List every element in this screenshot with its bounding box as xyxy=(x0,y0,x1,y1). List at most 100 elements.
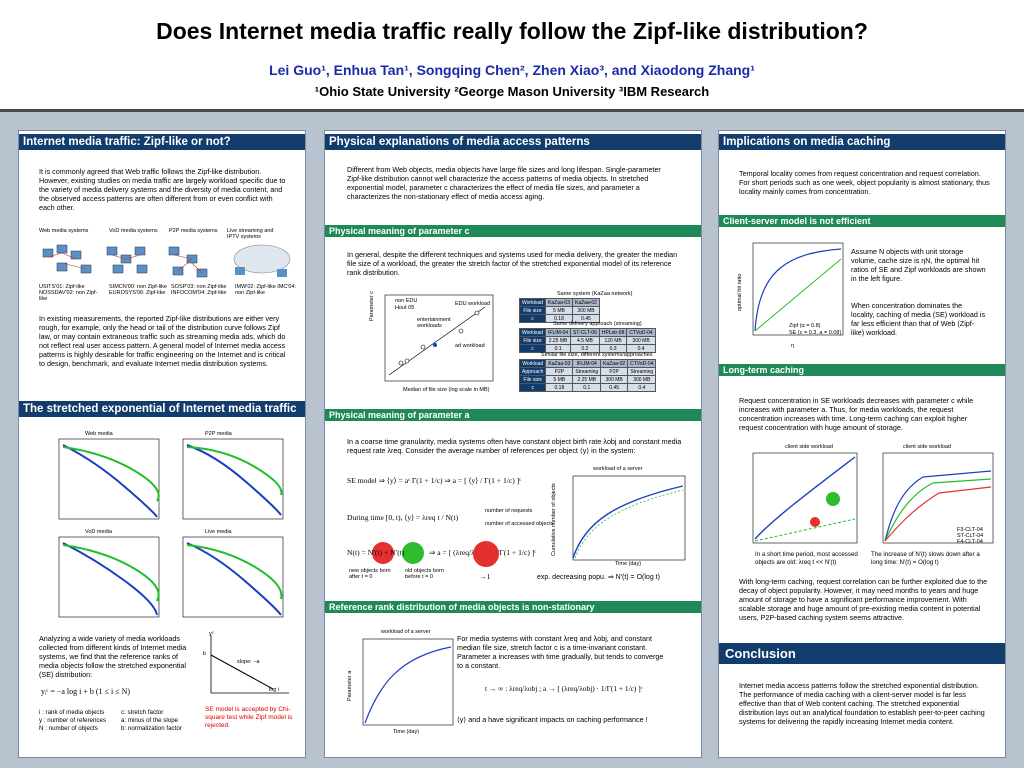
table-row-header: File size xyxy=(518,375,547,384)
t-infinity-formula: t → ∞ : λreq/λobj ; a → [ (λreq/λobj) · … xyxy=(485,684,643,693)
table-cell: 0.1 xyxy=(572,383,602,392)
fig-label-web: Web media systems xyxy=(39,228,89,234)
nt-circles xyxy=(372,542,424,564)
subsection-parameter-a: Physical meaning of parameter a xyxy=(325,409,701,421)
plot-right-legend-f3: F3-CLT-04 xyxy=(957,527,983,533)
table-row: File size 2.25 MB 4.5 MB 120 MB 300 MB xyxy=(518,336,656,345)
legend-normalization: b: normalization factor xyxy=(121,725,182,732)
section-title-implications: Implications on media caching xyxy=(719,134,1005,150)
slope-label: slope: −a xyxy=(237,659,260,665)
column-middle: Physical explanations of media access pa… xyxy=(324,130,702,758)
table-row-header: c xyxy=(518,344,547,353)
hit-chart-ylabel: optimal hit ratio xyxy=(737,273,743,311)
section-title-conclusion: Conclusion xyxy=(719,643,1005,664)
table-cell: 5 MB xyxy=(545,306,573,315)
c-chart-ylabel: Parameter c xyxy=(369,291,375,321)
table-row-header: File size xyxy=(518,336,547,345)
table-same-approach: Workload IFLIM-04 ST-CLT-06 HPLstr-98 CTVoD-… xyxy=(518,328,656,353)
table-cell: KaZaa-03 xyxy=(545,359,574,368)
section-title-zipf: Internet media traffic: Zipf-like or not… xyxy=(19,134,305,150)
fig-caption-vod: SIMCN'00: non Zipf-like EUROSYS'06: Zipf… xyxy=(109,284,167,296)
table-row: c 0.1 0.2 0.3 0.4 xyxy=(518,344,656,353)
implications-paragraph: Temporal locality comes from request con… xyxy=(739,169,990,196)
plot-title-vod: VoD media xyxy=(85,529,112,535)
subsection-client-server: Client-server model is not efficient xyxy=(719,215,1005,227)
chart3-xlabel: Time (day) xyxy=(393,729,420,735)
parameter-a-chart xyxy=(362,638,454,726)
slope-y-axis-label: yᶜ xyxy=(209,631,214,637)
arrow-one: →1 xyxy=(479,572,491,581)
plot-right-legend-f4: F4-CLT-04 xyxy=(957,539,983,545)
parameter-a-paragraph: In a coarse time granularity, media syst… xyxy=(347,437,682,455)
long-term-plots xyxy=(752,452,994,544)
table-cell: 0.45 xyxy=(600,383,629,392)
column-left: Internet media traffic: Zipf-like or not… xyxy=(18,130,306,758)
chart3-ylabel: Parameter a xyxy=(347,670,353,701)
table-cell: 0.18 xyxy=(545,383,574,392)
se-plots-svg xyxy=(58,438,284,618)
table-cell: 2.25 MB xyxy=(572,375,602,384)
table-row-header: File size xyxy=(518,306,547,315)
table-cell: ST-CLT-06 xyxy=(570,328,600,337)
table-cell: Streaming xyxy=(627,367,657,376)
parameter-c-chart xyxy=(384,294,494,382)
subsection-non-stationary: Reference rank distribution of media obj… xyxy=(325,601,701,613)
section-title-physical: Physical explanations of media access pa… xyxy=(325,134,701,150)
table-row: File size 5 MB 2.25 MB 300 MB 300 MB xyxy=(518,375,657,384)
table-cell: 4.5 MB xyxy=(570,336,600,345)
poster-affiliations: ¹Ohio State University ²George Mason Uni… xyxy=(314,84,710,99)
a-formula-red-circle xyxy=(473,541,499,567)
legend-slope: a: minus of the slope xyxy=(121,717,179,724)
table-cell: HPLstr-98 xyxy=(598,328,628,337)
legend-objects: N : number of objects xyxy=(39,725,98,732)
table-cell: 0.1 xyxy=(545,344,572,353)
fig-label-vod: VoD media systems xyxy=(109,228,158,234)
long-term-paragraph-2: With long-term caching, request correlat… xyxy=(739,577,988,622)
se-analysis-paragraph: Analyzing a wide variety of media worklo… xyxy=(39,634,187,679)
label-num-objects: number of accessed objects xyxy=(485,521,554,527)
client-server-paragraph-2: When concentration dominates the localit… xyxy=(851,301,986,337)
subsection-parameter-c: Physical meaning of parameter c xyxy=(325,225,701,237)
poster-title: Does Internet media traffic really follo… xyxy=(156,18,868,44)
fig-label-p2p: P2P media systems xyxy=(169,228,218,234)
conclusion-paragraph: Internet media access patterns follow th… xyxy=(739,681,985,726)
client-server-paragraph-1: Assume N objects with unit storage volum… xyxy=(851,247,986,283)
plot-title-p2p: P2P media xyxy=(205,431,232,437)
poster-header: Does Internet media traffic really follo… xyxy=(0,0,1024,112)
table-cell: 300 MB xyxy=(627,375,657,384)
long-term-paragraph-1: Request concentration in SE workloads de… xyxy=(739,396,974,432)
legend-left-list: i : rank of media objects y : number of … xyxy=(39,709,119,733)
hit-chart-xlabel: η xyxy=(791,343,795,349)
fig-caption-p2p: SOSP'03: non Zipf-like INFOCOM'04: Zipf-… xyxy=(171,284,227,296)
network-diagrams xyxy=(42,244,291,278)
c-chart-legend-nonedu: non EDU xyxy=(395,298,418,304)
existing-measurements-paragraph: In existing measurements, the reported Z… xyxy=(39,314,286,368)
table-cell: 0.4 xyxy=(627,383,657,392)
media-systems-figure: Web media systems VoD media systems P2P … xyxy=(37,227,297,301)
table-cell: CTVoD-04 xyxy=(626,328,656,337)
table-cell: KaZaa-03 xyxy=(545,298,573,307)
table-cell: P2P xyxy=(545,367,574,376)
plot-right-legend-st: ST-CLT-04 xyxy=(957,533,984,539)
table-same-system: Workload KaZaa-03 KaZaa-02 File size 5 MB 300… xyxy=(518,298,600,323)
legend-references: y : number of references xyxy=(39,717,107,724)
plot-title-live: Live media xyxy=(205,529,232,535)
table-cell: 300 MB xyxy=(626,336,656,345)
parameter-c-paragraph: In general, despite the different techni… xyxy=(347,250,678,277)
physical-intro-paragraph: Different from Web objects, media object… xyxy=(347,165,661,201)
c-chart-legend-hout: Hout 05 xyxy=(395,305,415,311)
hit-ratio-chart xyxy=(752,242,844,336)
label-new-objects: new objects born after t = 0 xyxy=(349,568,391,580)
table-cell: IFLIM-04 xyxy=(572,359,602,368)
intro-paragraph: It is commonly agreed that Web traffic f… xyxy=(39,167,286,212)
table-row-header: Workload xyxy=(518,298,547,307)
table-cell: KaZaa-02 xyxy=(572,298,600,307)
table-cell: P2P xyxy=(600,367,629,376)
plot-left-title: client side workload xyxy=(785,444,833,450)
label-num-requests: number of requests xyxy=(485,508,533,514)
section-title-stretched: The stretched exponential of Internet me… xyxy=(19,401,305,417)
table-cell: 300 MB xyxy=(572,306,600,315)
c-chart-note-ad: ad workload xyxy=(455,343,485,349)
table-cell: 2.25 MB xyxy=(545,336,572,345)
table-cell: 0.2 xyxy=(570,344,600,353)
